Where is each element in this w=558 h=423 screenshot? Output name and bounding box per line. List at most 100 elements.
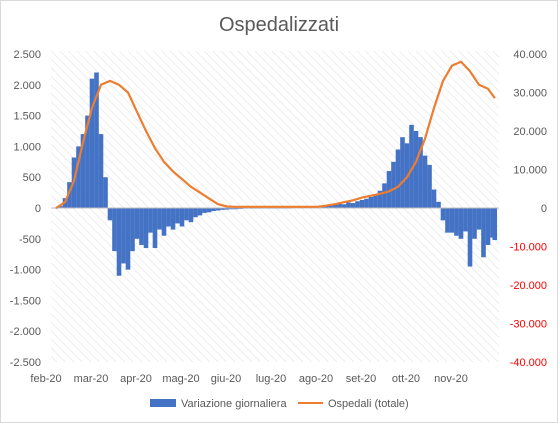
daily-change-bar (431, 189, 437, 208)
daily-change-bar (467, 208, 473, 267)
daily-change-bar (193, 208, 198, 218)
daily-change-bar (492, 208, 498, 241)
daily-change-bar (112, 208, 117, 252)
left-axis-tick-label: -2.500 (10, 357, 41, 369)
left-axis-tick-label: 1.500 (13, 111, 41, 123)
daily-change-bar (476, 208, 482, 230)
x-axis-tick-label: ago-20 (299, 373, 333, 385)
daily-change-bar (89, 78, 95, 208)
daily-change-bar (350, 203, 356, 208)
daily-change-bar (436, 201, 441, 208)
x-axis-tick-label: set-20 (346, 373, 377, 385)
daily-change-bar (157, 208, 162, 230)
daily-change-bar (341, 204, 347, 208)
daily-change-bar (364, 198, 369, 208)
left-axis-tick-label: -500 (19, 234, 41, 246)
left-axis-tick-label: -1.000 (10, 265, 41, 277)
left-axis-tick-label: -1.500 (10, 295, 41, 307)
right-axis-tick-label: 20.000 (513, 126, 547, 138)
x-axis-tick-label: nov-20 (434, 373, 468, 385)
x-axis-tick-label: mar-20 (74, 373, 109, 385)
daily-change-bar (161, 208, 167, 236)
daily-change-bar (166, 208, 171, 227)
daily-change-bar (215, 208, 221, 211)
daily-change-bar (175, 208, 180, 224)
left-axis-tick-label: 500 (23, 172, 41, 184)
left-axis-tick-label: -2.000 (10, 326, 41, 338)
daily-change-bar (139, 208, 144, 245)
daily-change-bar (202, 208, 207, 213)
right-axis-tick-label: -40.000 (510, 357, 547, 369)
daily-change-bar (481, 208, 486, 258)
right-axis-tick-label: -10.000 (510, 242, 547, 254)
right-axis-tick-label: 40.000 (513, 49, 547, 61)
x-axis-tick-label: feb-20 (30, 373, 61, 385)
daily-change-bar (206, 208, 212, 213)
daily-change-bar (121, 208, 126, 264)
daily-change-bar (386, 171, 392, 208)
daily-change-bar (152, 208, 158, 249)
right-axis: 40.000 30.000 20.000 10.000 0 -10.000 -20.000 -… (510, 49, 547, 369)
daily-change-bar (107, 208, 113, 221)
daily-change-bar (440, 208, 446, 221)
daily-change-bar (125, 208, 131, 270)
right-axis-tick-label: 10.000 (513, 165, 547, 177)
daily-change-bar (67, 182, 72, 208)
daily-change-bar (58, 206, 63, 208)
left-axis-tick-label: 0 (35, 203, 41, 215)
x-axis: feb-20 mar-20 apr-20 mag-20 giu-20 lug-20 ago-… (30, 373, 467, 385)
left-axis-tick-label: 2.000 (13, 80, 41, 92)
legend: Variazione giornaliera Ospedali (totale) (150, 398, 409, 410)
daily-change-bar (116, 208, 122, 276)
x-axis-tick-label: lug-20 (256, 373, 287, 385)
daily-change-bar (98, 134, 104, 208)
left-axis-tick-label: 1.000 (13, 141, 41, 153)
daily-change-bar (328, 205, 333, 208)
daily-change-bar (445, 208, 450, 233)
daily-change-bar (224, 208, 230, 210)
daily-change-bar (368, 196, 374, 208)
daily-change-bar (485, 208, 491, 245)
x-axis-tick-label: ott-20 (392, 373, 420, 385)
daily-change-bar (179, 208, 185, 227)
right-axis-tick-label: 0 (541, 203, 547, 215)
daily-change-bar (413, 131, 419, 208)
right-axis-tick-label: 30.000 (513, 88, 547, 100)
chart-title: Ospedalizzati (219, 14, 339, 36)
daily-change-bar (188, 208, 194, 223)
daily-change-bar (134, 208, 140, 239)
daily-change-bar (197, 208, 203, 216)
right-axis-tick-label: -20.000 (510, 280, 547, 292)
daily-change-bar (220, 208, 225, 210)
daily-change-bar (449, 208, 455, 233)
daily-change-bar (148, 208, 153, 233)
daily-change-bar (184, 208, 189, 221)
daily-change-bar (80, 134, 86, 208)
daily-change-bar (377, 190, 383, 208)
x-axis-tick-label: apr-20 (120, 373, 152, 385)
total-hospitalized-line (55, 60, 496, 209)
daily-change-bar (463, 208, 468, 232)
daily-change-bar (458, 208, 464, 239)
legend-label-daily-change: Variazione giornaliera (181, 398, 287, 410)
left-axis-tick-label: 2.500 (13, 49, 41, 61)
daily-change-bar (395, 149, 401, 208)
daily-change-bar (355, 201, 360, 208)
daily-change-bar (229, 208, 234, 210)
daily-change-bar (359, 199, 365, 208)
daily-change-bar (391, 161, 396, 208)
x-axis-tick-label: giu-20 (211, 373, 242, 385)
daily-change-bar (409, 124, 414, 208)
daily-change-bar (400, 137, 405, 208)
daily-change-bar (143, 208, 149, 249)
daily-change-bar (94, 72, 99, 208)
left-axis: 2.500 2.000 1.500 1.000 500 0 -500 -1.000 -1.500… (10, 49, 41, 369)
daily-change-bar (76, 146, 81, 208)
daily-change-bar (382, 183, 387, 208)
x-axis-tick-label: mag-20 (162, 373, 199, 385)
right-axis-tick-label: -30.000 (510, 319, 547, 331)
daily-change-bar (332, 204, 338, 208)
daily-change-bar (427, 164, 432, 208)
